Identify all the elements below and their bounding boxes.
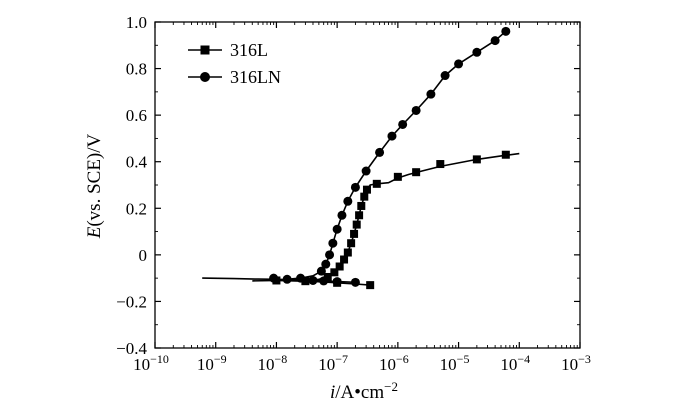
- x-tick-label: 10−3: [561, 352, 591, 374]
- data-point-316ln: [440, 71, 450, 81]
- data-point-316ln: [398, 119, 408, 129]
- data-point-316ln: [343, 196, 353, 206]
- data-point-316ln: [319, 276, 329, 286]
- x-tick-label: 10−10: [133, 352, 169, 374]
- data-point-316ln: [269, 273, 279, 283]
- data-point-316l: [355, 211, 364, 220]
- data-point-316l: [472, 155, 481, 164]
- data-point-316l: [335, 262, 344, 271]
- data-point-316ln: [328, 238, 338, 248]
- data-point-316ln: [282, 274, 292, 284]
- data-point-316ln: [332, 224, 342, 234]
- data-point-316l: [372, 179, 381, 188]
- data-point-316l: [340, 255, 349, 264]
- data-point-316l: [357, 201, 366, 210]
- data-point-316ln: [472, 47, 482, 57]
- data-point-316ln: [350, 182, 360, 192]
- y-tick-label: −0.4: [116, 339, 147, 358]
- data-point-316ln: [316, 266, 326, 276]
- data-point-316ln: [308, 275, 318, 285]
- data-point-316l: [412, 168, 421, 177]
- y-tick-label: 0: [139, 246, 148, 265]
- series-316l: [252, 150, 520, 290]
- legend: 316L 316LN: [188, 40, 281, 87]
- data-point-316l: [350, 229, 359, 238]
- y-axis-title: E(vs. SCE)/V: [84, 133, 105, 239]
- data-point-316ln: [387, 131, 397, 141]
- x-axis-title: i/A•cm−2: [330, 379, 398, 403]
- legend-label-316ln: 316LN: [230, 67, 281, 87]
- data-point-316l: [393, 172, 402, 181]
- series-316ln: [202, 26, 511, 287]
- x-tick-label: 10−4: [500, 352, 530, 374]
- legend-marker-316l: [200, 45, 210, 55]
- x-tick-label: 10−9: [197, 352, 227, 374]
- data-point-316ln: [350, 277, 360, 287]
- x-tick-label: 10−8: [258, 352, 288, 374]
- plot-area: 10−10 10−9 10−8 10−7 10−6 10−5 10−4 10−3 −0.4 −0.…: [116, 13, 591, 374]
- data-point-316ln: [296, 273, 306, 283]
- plot-frame: [154, 21, 581, 349]
- legend-item-316ln: 316LN: [188, 67, 281, 87]
- data-point-316ln: [411, 105, 421, 115]
- x-axis-title-units: /A•cm: [335, 382, 384, 403]
- x-tick-label: 10−6: [379, 352, 409, 374]
- data-point-316ln: [454, 59, 464, 69]
- y-tick-label: 0.8: [126, 60, 147, 79]
- y-tick-label: 0.4: [126, 153, 148, 172]
- x-axis-title-symbol: i: [330, 382, 335, 403]
- data-point-316ln: [426, 89, 436, 99]
- data-point-316ln: [325, 250, 335, 260]
- y-axis-title-units: (vs. SCE)/V: [84, 133, 105, 226]
- data-point-316l: [501, 150, 510, 159]
- data-point-316l: [323, 272, 332, 281]
- legend-item-316l: 316L: [188, 40, 268, 60]
- data-point-316ln: [321, 259, 331, 269]
- data-point-316l: [366, 281, 375, 290]
- data-point-316l: [343, 248, 352, 257]
- x-tick-label: 10−7: [318, 352, 348, 374]
- y-tick-label: 1.0: [126, 13, 147, 32]
- data-point-316l: [330, 268, 339, 277]
- series-layer: [202, 26, 520, 290]
- series-316ln-anodic-line: [287, 30, 507, 281]
- x-tick-label: 10−5: [440, 352, 470, 374]
- y-tick-label: 0.6: [126, 106, 147, 125]
- data-point-316l: [436, 160, 445, 169]
- data-point-316l: [347, 239, 356, 248]
- data-point-316ln: [490, 36, 500, 46]
- y-tick-label: −0.2: [116, 292, 147, 311]
- data-point-316ln: [375, 147, 385, 157]
- x-axis-title-exponent: −2: [384, 379, 398, 394]
- data-point-316ln: [332, 277, 342, 287]
- y-axis-title-symbol: E: [84, 226, 105, 239]
- data-point-316ln: [361, 166, 371, 176]
- data-point-316ln: [501, 26, 511, 36]
- data-point-316l: [362, 185, 371, 194]
- legend-marker-316ln: [200, 72, 210, 82]
- data-point-316ln: [337, 210, 347, 220]
- data-point-316l: [360, 192, 369, 201]
- y-tick-label: 0.2: [126, 199, 147, 218]
- data-point-316l: [352, 220, 361, 229]
- data-point-316l: [301, 277, 310, 286]
- legend-label-316l: 316L: [230, 40, 268, 60]
